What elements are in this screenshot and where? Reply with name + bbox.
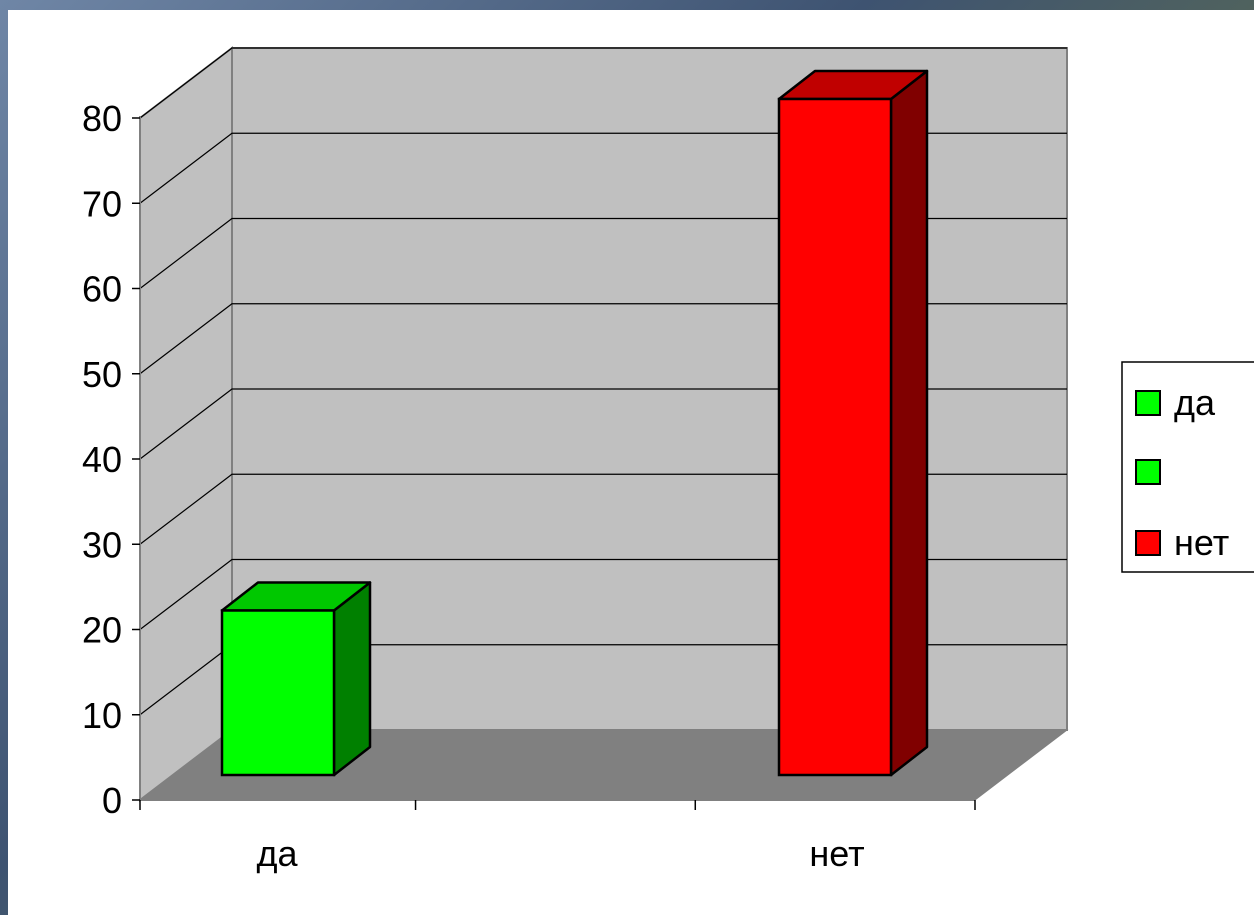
y-tick-label-20: 20 — [82, 610, 122, 651]
legend-label-net: нет — [1174, 522, 1229, 563]
y-tick-label-10: 10 — [82, 695, 122, 736]
x-tick-label-да: да — [256, 833, 298, 874]
axes — [132, 116, 976, 810]
y-tick-label-40: 40 — [82, 439, 122, 480]
legend: да нет — [1121, 361, 1254, 573]
y-axis-tick-labels: 0 10 20 30 40 50 60 70 80 — [82, 98, 122, 821]
bars — [220, 69, 929, 777]
legend-swatch-da — [1135, 390, 1161, 416]
bar-front-да — [220, 609, 336, 777]
bar-front-нет — [777, 97, 893, 777]
legend-swatch-net — [1135, 530, 1161, 556]
x-axis-tick-labels: да нет — [256, 833, 864, 874]
bar-side-да — [332, 581, 372, 777]
y-tick-label-50: 50 — [82, 354, 122, 395]
bar-side-нет — [889, 69, 929, 777]
y-tick-label-70: 70 — [82, 183, 122, 224]
y-tick-label-60: 60 — [82, 269, 122, 310]
legend-label-da: да — [1174, 382, 1216, 423]
legend-swatch-empty — [1135, 459, 1161, 485]
bar-да — [220, 581, 372, 777]
x-tick-label-нет: нет — [809, 833, 864, 874]
y-tick-label-80: 80 — [82, 98, 122, 139]
y-tick-label-0: 0 — [102, 780, 122, 821]
gridline-80 — [139, 47, 1067, 119]
bar-нет — [777, 69, 929, 777]
y-tick-label-30: 30 — [82, 524, 122, 565]
